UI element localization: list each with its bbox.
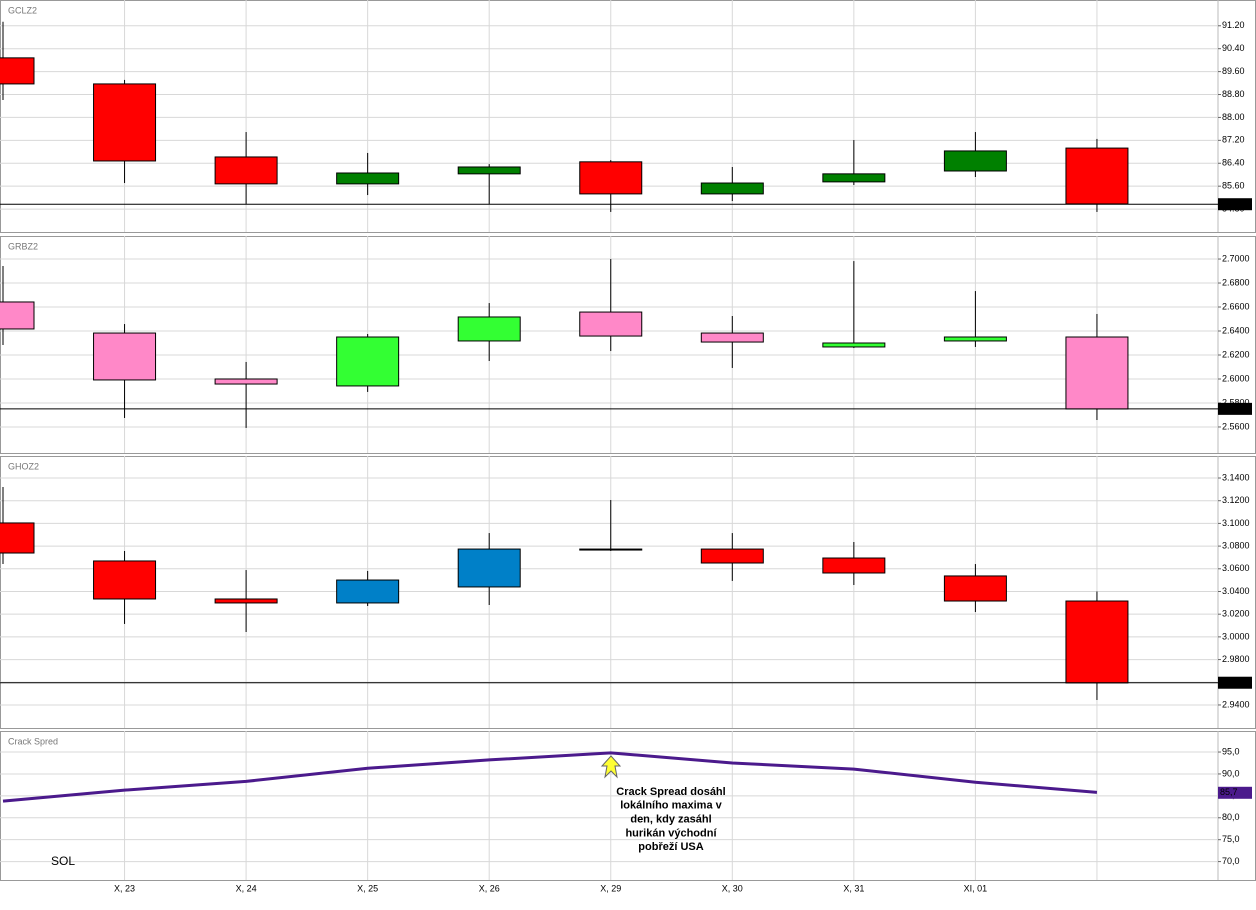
last-price-label: 2.5751 [1220,403,1248,413]
y-tick-label: 90,0 [1222,768,1240,778]
last-price-box [1218,676,1252,689]
y-tick-label: 2.6000 [1222,373,1250,383]
y-tick-label: 89.60 [1222,66,1245,76]
y-tick-label: 2.5600 [1222,421,1250,431]
candle-body [700,332,764,343]
y-tick-label: 85.60 [1222,181,1245,191]
candle-body [214,156,278,185]
candle-body [822,557,886,574]
y-tick-label: 3.0200 [1222,609,1250,619]
y-tick-label: 90.40 [1222,43,1245,53]
y-tick-label: 2.7000 [1222,253,1250,263]
y-tick-label: 88.00 [1222,112,1245,122]
candle-body [579,548,643,551]
y-tick-label: 3.1200 [1222,495,1250,505]
annotation-text: den, kdy zasáhl [630,814,711,826]
x-tick-label: X, 31 [843,883,864,893]
y-tick-label: 2.5800 [1222,397,1250,407]
x-tick-label: XI, 01 [964,883,988,893]
y-tick-label: 2.9400 [1222,699,1250,709]
last-price-box [1218,786,1252,799]
candle-body [1065,336,1129,410]
candle-body [700,182,764,195]
last-price-label: 84.97 [1220,199,1243,209]
candle-body [943,336,1007,342]
candle-body [1065,147,1129,205]
candle-body [0,522,35,554]
candle-body [336,172,400,185]
panel-title: GRBZ2 [8,241,38,251]
candle-body [579,161,643,195]
candle-body [579,311,643,337]
chart-label: SOL [51,854,75,868]
annotation-arrow [600,755,622,779]
last-price-label: 85,7 [1220,787,1238,797]
y-tick-label: 2.6200 [1222,349,1250,359]
y-tick-label: 70,0 [1222,856,1240,866]
candle-body [336,579,400,604]
y-tick-label: 3.0000 [1222,631,1250,641]
annotation-text: Crack Spread dosáhl [616,786,725,798]
y-tick-label: 75,0 [1222,834,1240,844]
candle-body [943,150,1007,172]
candle-body [822,342,886,348]
candle-body [457,316,521,342]
grid [0,0,1256,881]
candle-body [457,166,521,175]
candle-body [214,378,278,385]
candle-body [822,173,886,183]
y-tick-label: 3.1000 [1222,518,1250,528]
x-tick-label: X, 26 [479,883,500,893]
annotation-text: pobřeží USA [638,841,703,853]
series-line [2,751,1098,803]
x-tick-label: X, 25 [357,883,378,893]
annotation-text: hurikán východní [625,827,717,839]
annotation-text: lokálního maxima v [620,800,722,812]
y-tick-label: 3.0800 [1222,540,1250,550]
candle-body [943,575,1007,602]
candle-body [336,336,400,387]
y-tick-label: 3.1400 [1222,472,1250,482]
candle-body [93,332,157,381]
y-tick-label: 95,0 [1222,746,1240,756]
x-tick-label: X, 30 [722,883,743,893]
last-price-box [1218,198,1252,211]
last-price-box [1218,402,1252,415]
panel-title: Crack Spred [8,736,58,746]
y-tick-label: 88.80 [1222,89,1245,99]
candle-body [214,598,278,604]
candle-body [93,560,157,600]
candle-body [700,548,764,564]
x-tick-label: X, 29 [600,883,621,893]
y-tick-label: 3.0600 [1222,563,1250,573]
y-tick-label: 2.6600 [1222,301,1250,311]
panel-title: GCLZ2 [8,5,37,15]
y-tick-label: 2.6800 [1222,277,1250,287]
y-tick-label: 86.40 [1222,158,1245,168]
panel-title: GHOZ2 [8,461,39,471]
x-tick-label: X, 24 [236,883,257,893]
y-tick-label: 80,0 [1222,812,1240,822]
y-tick-label: 3.0400 [1222,586,1250,596]
last-price-label: 2.9596 [1220,677,1248,687]
candle-body [457,548,521,588]
x-tick-label: X, 23 [114,883,135,893]
y-tick-label: 2.9800 [1222,654,1250,664]
y-tick-label: 2.6400 [1222,325,1250,335]
candle-body [0,301,35,330]
candle-body [0,57,35,85]
candle-body [93,83,157,162]
y-tick-label: 87.20 [1222,135,1245,145]
y-tick-label: 91.20 [1222,20,1245,30]
candle-body [1065,600,1129,684]
